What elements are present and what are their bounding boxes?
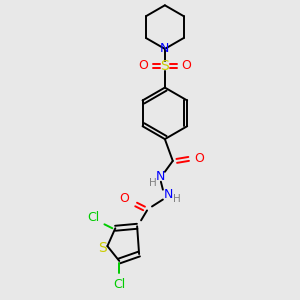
Text: O: O (119, 192, 129, 205)
Text: O: O (195, 152, 205, 165)
Text: H: H (173, 194, 181, 203)
Text: S: S (160, 59, 169, 73)
Text: Cl: Cl (113, 278, 125, 291)
Text: H: H (149, 178, 157, 188)
Text: N: N (156, 170, 166, 183)
Text: N: N (164, 188, 173, 201)
Text: S: S (98, 241, 107, 255)
Text: O: O (182, 59, 192, 72)
Text: Cl: Cl (87, 211, 100, 224)
Text: O: O (138, 59, 148, 72)
Text: N: N (160, 42, 170, 56)
